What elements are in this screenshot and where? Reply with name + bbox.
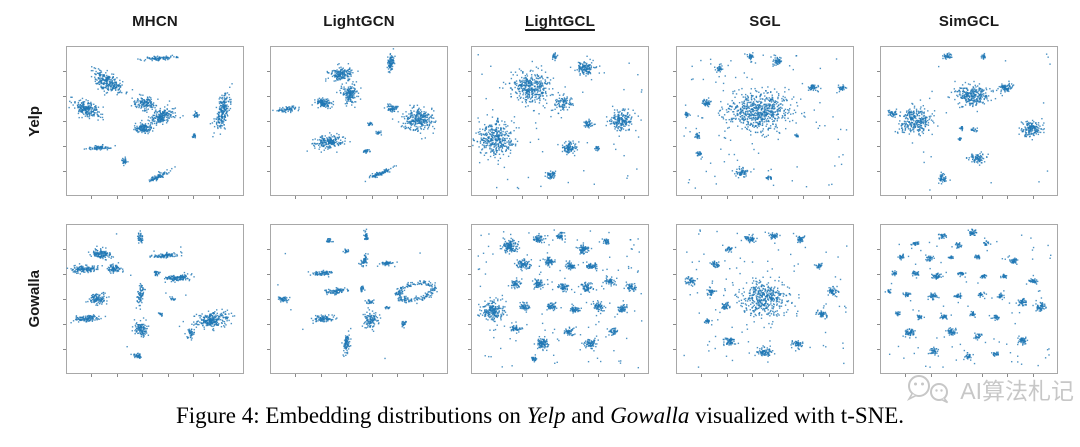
col-header-lightgcl: LightGCL [525,13,595,30]
row-label-yelp-text: Yelp [25,105,43,137]
scatter-canvas-gowalla-mhcn [61,219,249,379]
watermark: AI算法札记 [901,374,1074,404]
caption-mid: and [565,403,611,428]
subplot-yelp-lightgcn [265,41,453,201]
caption-dataset-yelp: Yelp [526,403,566,428]
caption-suffix: visualized with t-SNE. [689,403,905,428]
scatter-canvas-gowalla-simgcl [875,219,1063,379]
row-label-yelp: Yelp [22,46,46,196]
scatter-canvas-gowalla-lightgcl [466,219,654,379]
subplot-yelp-lightgcl [466,41,654,201]
scatter-canvas-yelp-mhcn [61,41,249,201]
subplot-gowalla-lightgcn [265,219,453,379]
subplot-gowalla-simgcl [875,219,1063,379]
col-header-simgcl: SimGCL [938,13,1000,30]
subplot-yelp-sgl [671,41,859,201]
scatter-canvas-gowalla-sgl [671,219,859,379]
row-label-gowalla-text: Gowalla [25,270,43,328]
col-header-mhcn: MHCN [132,13,178,30]
subplot-gowalla-sgl [671,219,859,379]
caption-dataset-gowalla: Gowalla [610,403,690,428]
scatter-canvas-yelp-sgl [671,41,859,201]
row-label-gowalla: Gowalla [22,224,46,374]
wechat-icon [907,375,949,404]
scatter-canvas-gowalla-lightgcn [265,219,453,379]
scatter-canvas-yelp-lightgcn [265,41,453,201]
subplot-gowalla-lightgcl [466,219,654,379]
scatter-canvas-yelp-lightgcl [466,41,654,201]
figure-caption: Figure 4: Embedding distributions on Yel… [0,403,1080,429]
subplot-gowalla-mhcn [61,219,249,379]
subplot-yelp-mhcn [61,41,249,201]
caption-prefix: Figure 4: Embedding distributions on [175,403,527,428]
col-header-sgl: SGL [749,13,781,30]
watermark-text: AI算法札记 [960,378,1074,404]
scatter-canvas-yelp-simgcl [875,41,1063,201]
subplot-yelp-simgcl [875,41,1063,201]
col-header-lightgcn: LightGCN [323,13,395,30]
